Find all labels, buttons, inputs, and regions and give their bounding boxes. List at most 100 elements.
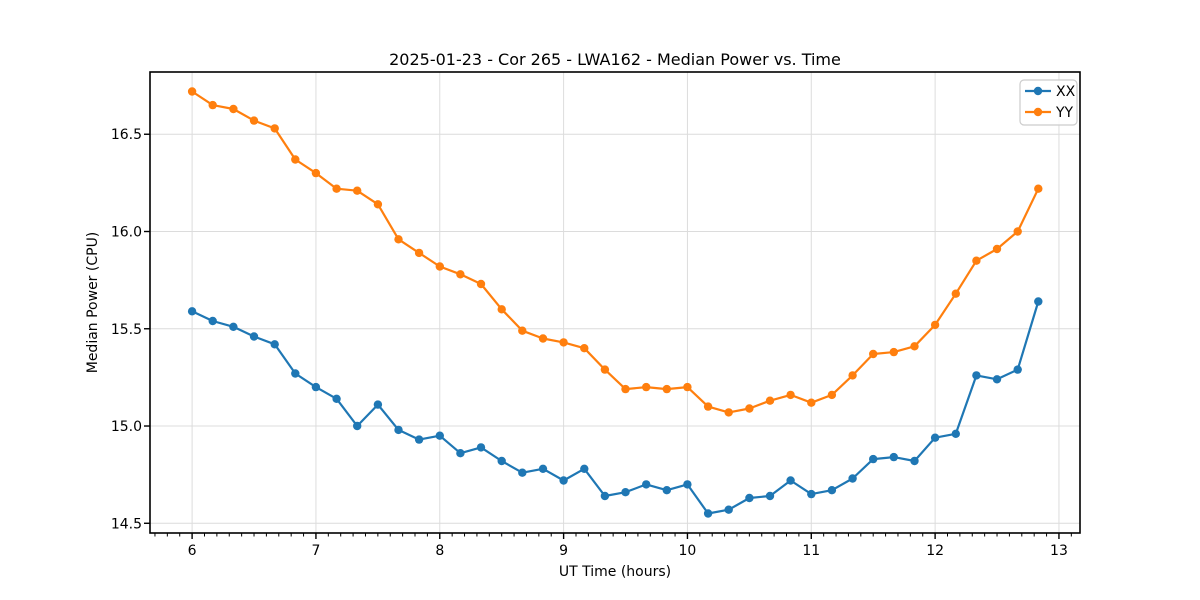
data-point-yy [270,124,279,133]
data-point-xx [497,456,506,466]
data-point-xx [291,369,300,378]
data-point-xx [476,443,486,452]
data-point-xx [559,476,568,485]
data-point-xx [848,474,857,483]
data-point-xx [703,509,713,518]
data-point-yy [848,371,857,380]
legend-label: XX [1056,84,1076,100]
data-point-xx [600,491,610,501]
data-point-yy [229,104,238,114]
data-point-yy [600,365,610,374]
data-point-xx [683,480,692,489]
data-point-yy [1013,227,1022,236]
data-point-yy [208,100,217,110]
data-point-yy [249,116,259,125]
data-point-yy [435,262,444,271]
x-tick-label: 6 [188,543,197,559]
data-point-yy [910,342,919,351]
data-point-yy [621,384,630,394]
data-point-yy [889,347,898,357]
data-point-xx [786,476,795,485]
x-axis-label: UT Time (hours) [559,564,671,580]
data-point-yy [745,404,754,413]
grid-layer [150,72,1080,533]
data-point-xx [972,371,981,380]
x-tick-label: 9 [559,543,568,559]
data-point-yy [1034,184,1043,193]
data-point-xx [1034,297,1043,306]
data-point-xx [373,400,383,409]
data-point-xx [414,435,424,444]
legend-marker-sample [1033,107,1043,117]
data-point-yy [807,398,816,407]
data-point-yy [497,305,506,314]
data-point-xx [765,491,775,501]
data-point-xx [827,486,837,495]
data-point-yy [869,349,878,359]
y-tick-label: 16.0 [111,225,142,241]
data-point-yy [373,200,383,209]
data-point-xx [621,488,630,497]
data-point-yy [476,279,486,289]
data-point-yy [642,382,651,392]
data-point-xx [807,489,816,499]
data-point-xx [662,486,671,495]
data-point-yy [992,244,1002,254]
data-point-yy [580,344,589,353]
data-point-yy [518,326,527,335]
data-point-yy [538,334,548,343]
data-point-xx [724,505,733,514]
data-point-yy [930,320,940,330]
x-tick-label: 12 [926,543,944,559]
data-point-yy [332,184,341,193]
data-point-yy [765,396,775,405]
data-point-xx [435,431,444,440]
data-point-xx [187,307,197,316]
series-line-xx [191,300,1040,515]
data-point-xx [332,394,341,403]
legend: XX YY [1019,79,1078,126]
data-point-yy [456,270,465,279]
data-point-yy [394,235,403,244]
x-tick-label: 7 [311,543,320,559]
data-point-yy [972,256,981,265]
legend-marker-sample [1033,86,1043,96]
x-tick-label: 10 [679,543,697,559]
data-point-xx [951,429,960,438]
x-tick-label: 11 [802,543,820,559]
data-point-xx [311,382,321,392]
data-point-yy [187,87,197,96]
data-point-xx [1013,365,1022,374]
data-point-xx [642,480,651,489]
data-point-xx [580,464,589,473]
data-point-yy [414,248,424,258]
y-tick-label: 14.5 [111,516,142,532]
tick-layer: 6 7 8 9 10 11 12 13 14.5 15.0 15.5 16.0 16.5 [111,127,1072,559]
data-point-xx [270,340,279,349]
series-line-yy [191,90,1040,414]
data-point-xx [889,452,898,462]
data-point-yy [559,338,568,347]
data-point-xx [745,493,754,503]
data-point-yy [951,289,960,298]
data-point-yy [827,390,837,400]
legend-label: YY [1055,105,1074,121]
data-point-xx [229,322,238,331]
data-point-xx [208,316,217,326]
data-point-xx [992,375,1002,384]
axes-spines [149,71,1081,534]
data-point-xx [518,468,527,477]
data-point-xx [394,425,403,435]
y-tick-label: 15.5 [111,322,142,338]
y-tick-label: 16.5 [111,127,142,143]
data-point-yy [353,186,362,195]
data-point-yy [291,155,300,164]
data-point-xx [910,456,919,466]
data-point-yy [311,168,321,178]
data-point-xx [538,464,548,473]
y-axis-label: Median Power (CPU) [85,232,101,374]
data-point-xx [456,449,465,458]
data-point-yy [786,390,795,400]
